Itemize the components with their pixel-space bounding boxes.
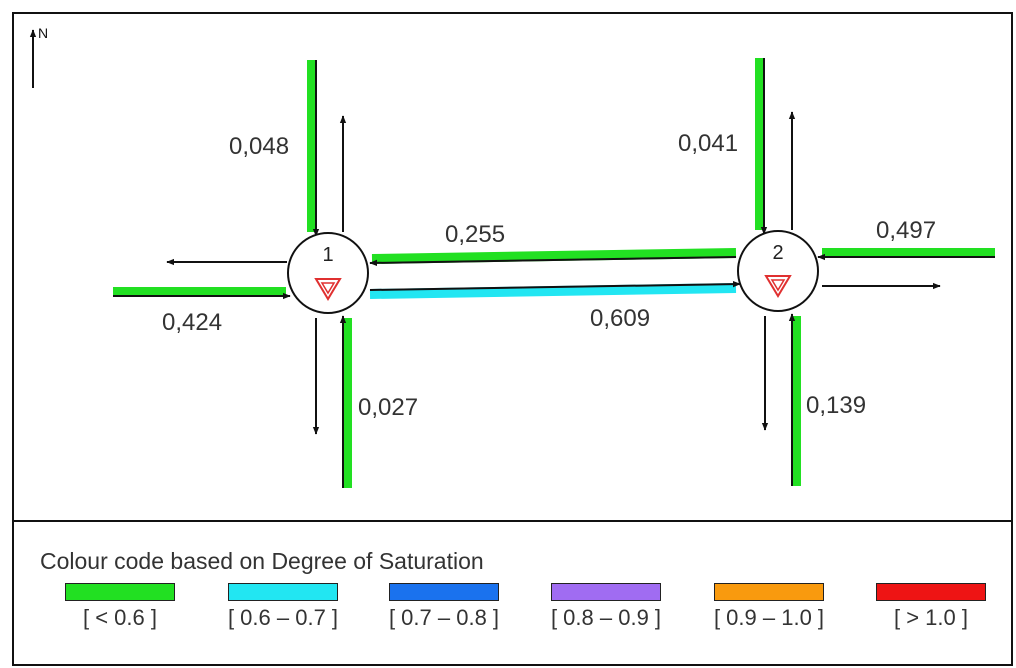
n1-south-inbound [339, 315, 352, 488]
n2-south-inbound [788, 313, 801, 486]
legend-label: [ 0.7 – 0.8 ] [388, 605, 500, 630]
link-westbound [369, 248, 737, 267]
link-eastbound [369, 280, 741, 299]
n2-south-flow-label: 0,139 [806, 392, 866, 419]
legend-label: [ > 1.0 ] [894, 605, 968, 630]
n2-north-inbound [755, 58, 768, 235]
legend-item-0-7-0-8: [ 0.7 – 0.8 ] [374, 583, 514, 631]
yield-sign-icon [764, 275, 792, 298]
legend-item-above-1-0: [ > 1.0 ] [861, 583, 1001, 631]
legend-item-0-9-1-0: [ 0.9 – 1.0 ] [699, 583, 839, 631]
legend-item-0-6-0-7: [ 0.6 – 0.7 ] [213, 583, 353, 631]
legend-swatch [228, 583, 338, 601]
legend-label: [ 0.8 – 0.9 ] [550, 605, 662, 630]
legend-swatch [389, 583, 499, 601]
legend-label: [ 0.9 – 1.0 ] [713, 605, 825, 630]
node-1: 1 [287, 232, 369, 314]
legend-swatch [551, 583, 661, 601]
n1-north-inbound [307, 60, 320, 237]
n1-west-flow-label: 0,424 [162, 309, 222, 336]
legend-label: [ 0.6 – 0.7 ] [227, 605, 339, 630]
legend-item-below-0-6: [ < 0.6 ] [50, 583, 190, 631]
legend-label: [ < 0.6 ] [83, 605, 157, 630]
n1-west-inbound [113, 287, 291, 300]
link-westbound-flow-label: 0,255 [445, 221, 505, 248]
n2-east-inbound [817, 248, 995, 261]
n2-east-flow-label: 0,497 [876, 217, 936, 244]
n1-north-flow-label: 0,048 [229, 133, 289, 160]
node-2: 2 [737, 230, 819, 312]
legend-divider [12, 520, 1013, 522]
north-arrow: N [29, 25, 48, 88]
north-label: N [38, 25, 48, 41]
n1-south-flow-label: 0,027 [358, 394, 418, 421]
legend-swatch [876, 583, 986, 601]
node-2-label: 2 [772, 242, 783, 264]
diagram-frame [12, 12, 1013, 666]
yield-sign-icon [314, 278, 342, 301]
legend-swatch [714, 583, 824, 601]
node-1-label: 1 [322, 244, 333, 266]
n2-north-flow-label: 0,041 [678, 130, 738, 157]
link-eastbound-flow-label: 0,609 [590, 305, 650, 332]
legend-title: Colour code based on Degree of Saturatio… [40, 548, 484, 574]
legend-swatch [65, 583, 175, 601]
legend-item-0-8-0-9: [ 0.8 – 0.9 ] [536, 583, 676, 631]
